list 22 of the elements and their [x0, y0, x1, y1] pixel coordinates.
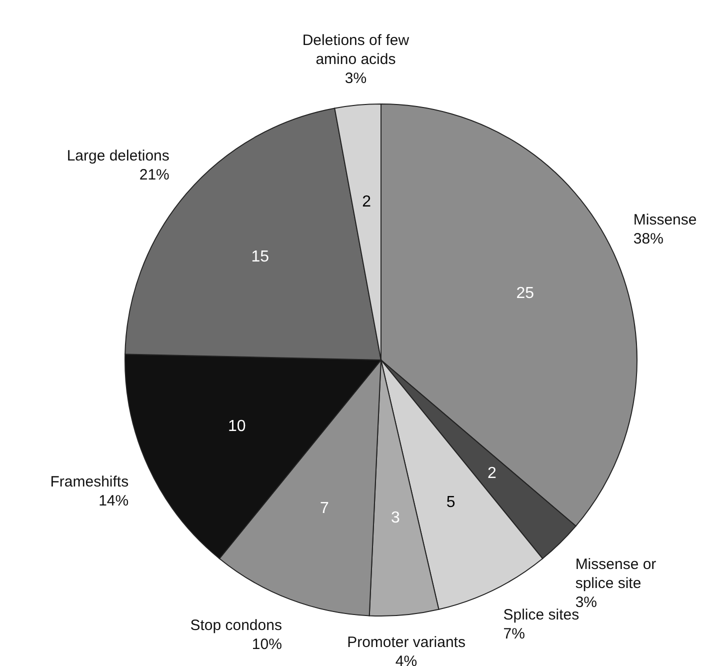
text: 21% — [139, 166, 170, 184]
data-label: 25 — [516, 284, 534, 302]
slice-label: Frameshifts — [50, 474, 129, 491]
slice-label: Missense or splice site — [575, 556, 656, 592]
data-label: 3 — [390, 510, 400, 527]
text: 38% — [633, 230, 664, 248]
data-label: 15 — [251, 248, 270, 266]
data-label: 5 — [446, 494, 456, 512]
text: 7% — [503, 626, 525, 643]
text: 14% — [98, 492, 129, 510]
slice-label: Large deletions — [66, 148, 170, 165]
slice-label: Missense — [633, 211, 697, 228]
data-label: 2 — [487, 465, 496, 482]
data-label: 7 — [320, 500, 330, 517]
slice-label: Stop condons — [190, 616, 282, 634]
text: 4% — [395, 652, 418, 666]
data-label: 2 — [362, 193, 372, 210]
text: 3% — [344, 70, 367, 88]
data-label: 10 — [228, 418, 246, 436]
text: 10% — [252, 636, 282, 653]
slice-label: Deletions of few amino acids — [302, 32, 410, 68]
slice-label: Promoter variants — [347, 634, 466, 651]
